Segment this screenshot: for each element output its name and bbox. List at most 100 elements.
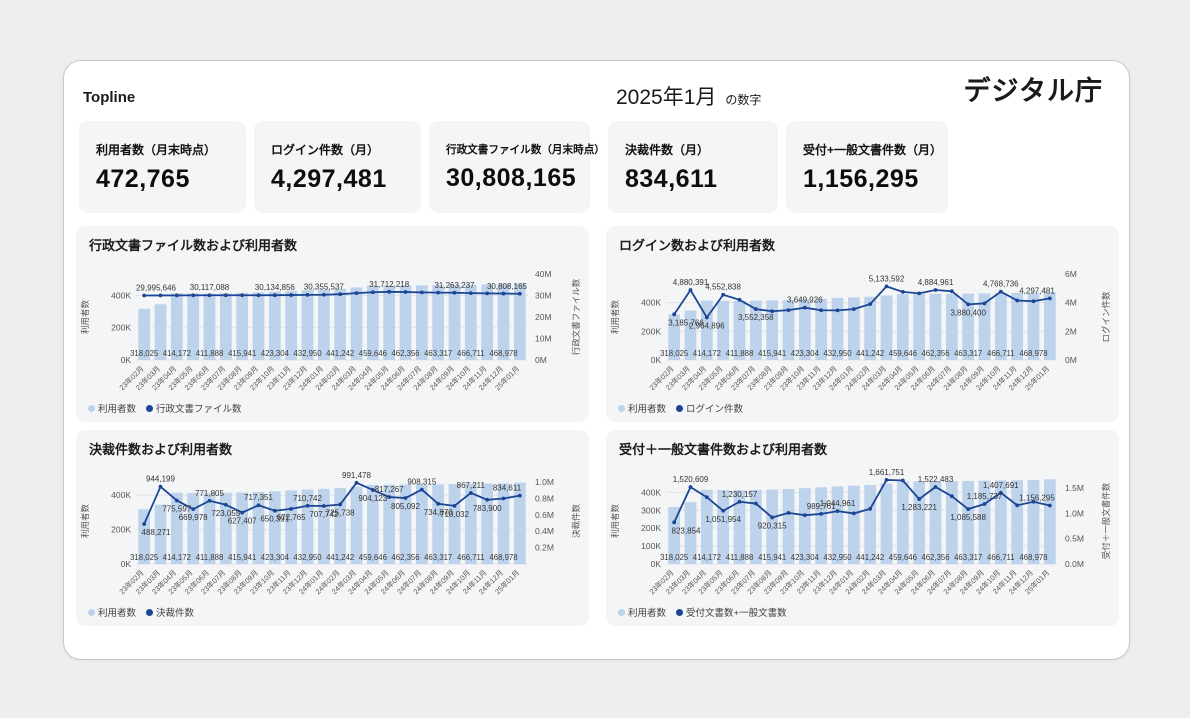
bar-users[interactable] (513, 283, 526, 360)
line-point[interactable] (737, 499, 742, 504)
bar-users[interactable] (815, 487, 828, 564)
bar-users[interactable] (864, 484, 877, 564)
line-point[interactable] (966, 302, 971, 307)
line-point[interactable] (305, 503, 310, 508)
bar-users[interactable] (252, 491, 265, 564)
bar-users[interactable] (187, 492, 200, 564)
line-point[interactable] (223, 502, 228, 507)
bar-users[interactable] (170, 492, 183, 564)
bar-users[interactable] (399, 484, 412, 564)
bar-users[interactable] (668, 314, 681, 360)
bar-users[interactable] (782, 299, 795, 360)
line-point[interactable] (419, 290, 424, 295)
line-point[interactable] (174, 293, 179, 298)
bar-users[interactable] (1027, 479, 1040, 564)
line-point[interactable] (321, 504, 326, 508)
bar-users[interactable] (1011, 292, 1024, 360)
line-point[interactable] (501, 496, 506, 501)
bar-users[interactable] (896, 294, 909, 360)
bar-users[interactable] (236, 292, 249, 360)
bar-users[interactable] (1043, 292, 1056, 360)
bar-users[interactable] (733, 490, 746, 564)
line-point[interactable] (819, 308, 824, 313)
line-point[interactable] (868, 506, 873, 511)
line-point[interactable] (191, 507, 196, 512)
line-point[interactable] (672, 520, 677, 525)
line-point[interactable] (1031, 299, 1036, 304)
line-point[interactable] (468, 491, 473, 495)
bar-users[interactable] (945, 481, 958, 564)
line-point[interactable] (272, 508, 277, 513)
bar-users[interactable] (700, 489, 713, 564)
line-point[interactable] (835, 308, 840, 313)
bar-users[interactable] (448, 284, 461, 360)
line-point[interactable] (256, 503, 261, 508)
line-point[interactable] (305, 292, 310, 297)
line-point[interactable] (289, 293, 294, 297)
line-point[interactable] (517, 291, 522, 296)
bar-users[interactable] (831, 297, 844, 360)
bar-users[interactable] (383, 285, 396, 360)
bar-users[interactable] (749, 489, 762, 564)
line-point[interactable] (191, 293, 196, 298)
bar-users[interactable] (668, 507, 681, 564)
bar-users[interactable] (815, 298, 828, 360)
line-point[interactable] (142, 293, 147, 298)
bar-users[interactable] (301, 290, 314, 360)
line-point[interactable] (786, 308, 791, 313)
bar-users[interactable] (962, 293, 975, 360)
bar-users[interactable] (138, 308, 151, 360)
bar-users[interactable] (945, 293, 958, 360)
bar-users[interactable] (513, 482, 526, 564)
bar-users[interactable] (268, 291, 281, 360)
bar-users[interactable] (880, 295, 893, 361)
line-point[interactable] (835, 509, 840, 514)
line-point[interactable] (403, 290, 408, 294)
line-point[interactable] (949, 289, 954, 294)
bar-users[interactable] (717, 490, 730, 564)
bar-users[interactable] (1043, 479, 1056, 564)
bar-users[interactable] (782, 488, 795, 564)
bar-users[interactable] (138, 509, 151, 564)
bar-users[interactable] (798, 299, 811, 360)
bar-users[interactable] (432, 484, 445, 564)
line-point[interactable] (436, 501, 441, 506)
line-point[interactable] (338, 502, 343, 507)
bar-users[interactable] (962, 480, 975, 564)
bar-users[interactable] (187, 293, 200, 360)
bar-users[interactable] (236, 492, 249, 564)
line-point[interactable] (933, 485, 938, 489)
legend-item[interactable]: 決裁件数 (146, 605, 194, 619)
line-point[interactable] (256, 293, 261, 298)
line-point[interactable] (721, 292, 726, 297)
bar-users[interactable] (700, 300, 713, 360)
line-point[interactable] (704, 315, 709, 320)
bar-users[interactable] (847, 297, 860, 360)
line-point[interactable] (468, 291, 473, 296)
line-point[interactable] (688, 485, 693, 489)
bar-users[interactable] (733, 300, 746, 360)
legend-item[interactable]: 利用者数 (618, 401, 666, 415)
bar-users[interactable] (896, 481, 909, 564)
line-point[interactable] (753, 307, 758, 311)
line-point[interactable] (966, 507, 971, 511)
bar-users[interactable] (383, 484, 396, 564)
line-point[interactable] (1015, 503, 1020, 508)
bar-users[interactable] (978, 480, 991, 564)
bar-users[interactable] (219, 492, 232, 564)
bar-users[interactable] (170, 293, 183, 360)
line-point[interactable] (786, 511, 791, 515)
line-point[interactable] (737, 297, 742, 302)
bar-users[interactable] (432, 285, 445, 360)
line-point[interactable] (419, 487, 424, 492)
line-point[interactable] (517, 493, 522, 498)
bar-users[interactable] (203, 493, 216, 564)
line-point[interactable] (1015, 298, 1020, 303)
bar-users[interactable] (481, 284, 494, 360)
bar-users[interactable] (252, 292, 265, 360)
line-point[interactable] (370, 290, 375, 295)
bar-users[interactable] (448, 484, 461, 564)
bar-users[interactable] (268, 491, 281, 564)
line-point[interactable] (501, 291, 506, 296)
line-point[interactable] (354, 480, 359, 485)
